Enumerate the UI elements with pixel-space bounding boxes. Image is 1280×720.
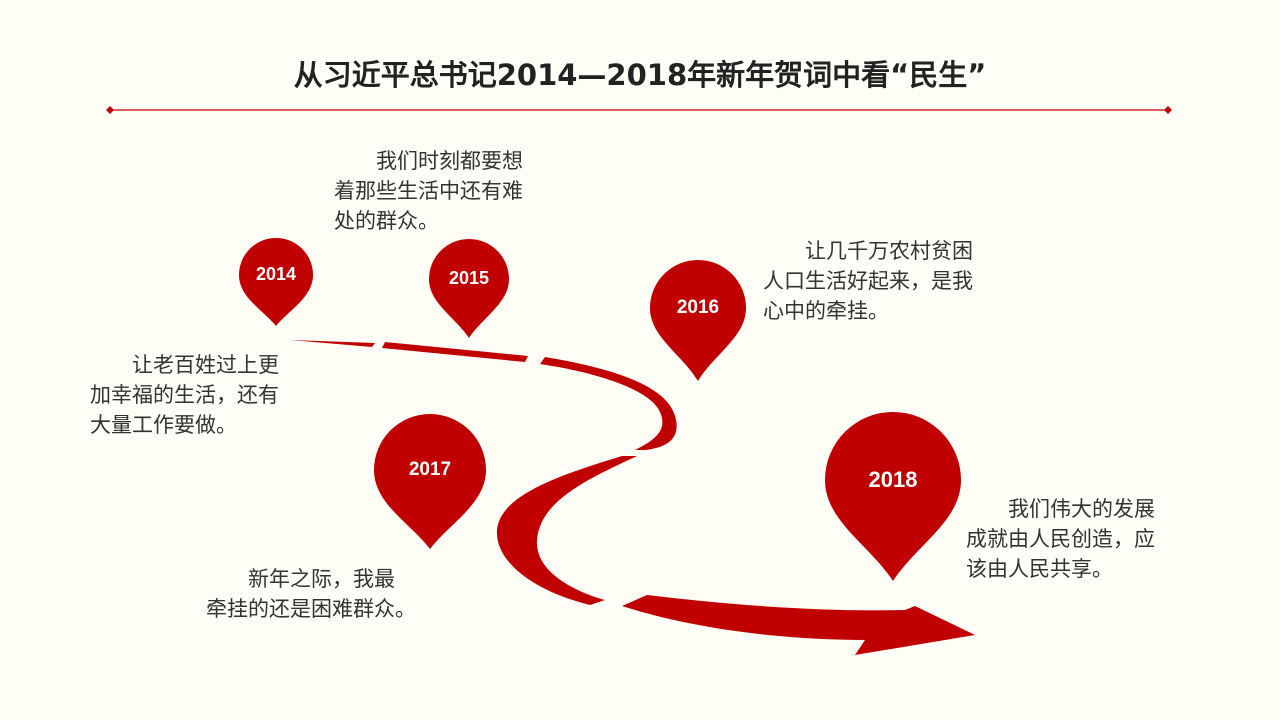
map-pin-icon: [239, 237, 313, 326]
title-divider: [106, 106, 1172, 114]
road-segment: [290, 340, 375, 347]
milestone-quote: 让几千万农村贫困 人口生活好起来，是我 心中的牵挂。: [763, 239, 973, 323]
milestone-quote: 新年之际，我最 牵挂的还是困难群众。: [206, 567, 416, 621]
year-label: 2018: [868, 466, 918, 492]
road-segment: [382, 342, 528, 362]
year-pins: [239, 237, 961, 581]
milestone-quote: 我们时刻都要想 着那些生活中还有难 处的群众。: [334, 149, 523, 233]
road-segment: [540, 357, 677, 450]
road-segment: [622, 595, 975, 655]
road-segment: [496, 456, 637, 605]
year-label: 2014: [255, 264, 297, 285]
winding-road-arrow: [290, 340, 975, 655]
milestone-quote: 让老百姓过上更 加幸福的生活，还有 大量工作要做。: [90, 353, 279, 437]
map-pin-icon: [374, 414, 486, 549]
map-pin-icon: [650, 260, 746, 381]
year-label: 2015: [448, 268, 490, 289]
slide-title: 从习近平总书记2014—2018年新年贺词中看“民生”: [293, 58, 987, 92]
milestone-quote: 我们伟大的发展 成就由人民创造，应 该由人民共享。: [966, 497, 1155, 581]
year-label: 2016: [676, 296, 720, 318]
map-pin-icon: [429, 239, 509, 338]
map-pin-icon: [825, 412, 961, 581]
year-label: 2017: [408, 458, 452, 480]
